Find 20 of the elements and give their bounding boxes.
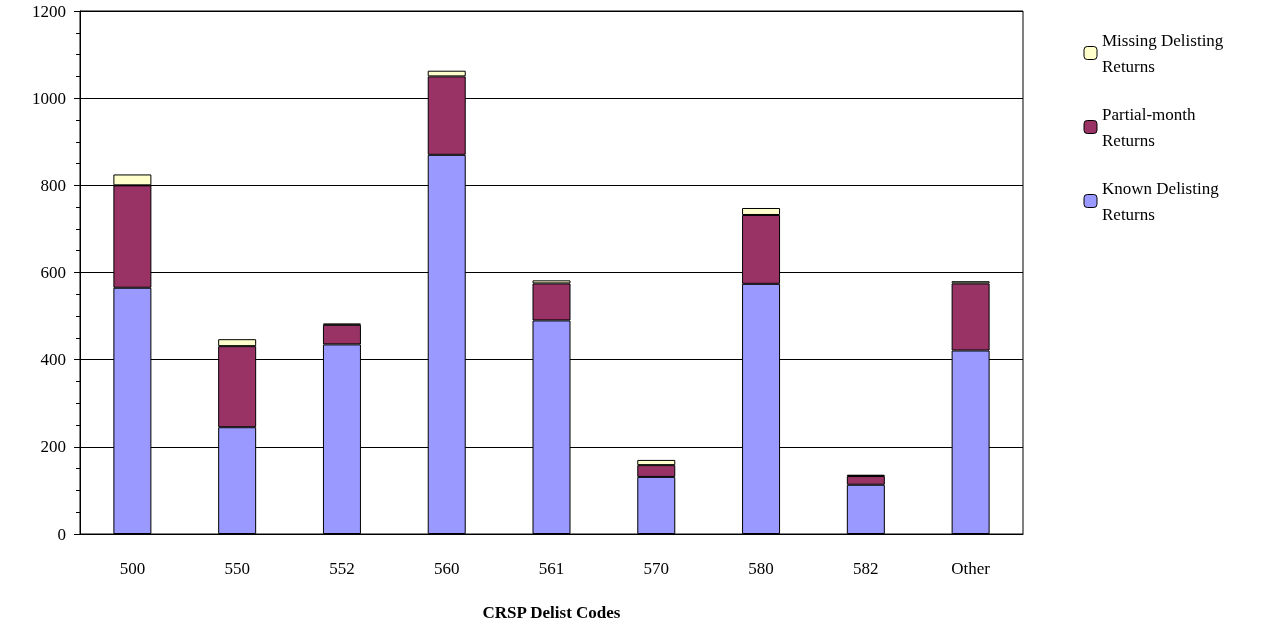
y-tick-label: 1200 [32,1,66,21]
y-tick-label: 600 [40,263,66,282]
x-tick-label: 560 [433,559,460,578]
legend-label: Partial-month Returns [1102,104,1200,150]
y-tick-label: 1000 [32,88,66,108]
y-tick-label: 0 [57,524,66,544]
legend-label: Known Delisting Returns [1102,178,1223,224]
x-tick-label: 500 [119,559,146,578]
x-tick-label: Other [951,559,991,578]
y-tick-label: 200 [40,437,66,457]
x-tick-label: 570 [643,559,670,578]
x-tick-label: 580 [748,559,774,578]
x-tick-label: 550 [224,559,250,578]
x-tick-label: 561 [538,559,565,578]
y-tick-label: 400 [40,350,66,370]
y-tick-label: 800 [40,175,66,195]
legend-label: Missing Delisting Returns [1102,30,1228,76]
x-axis-title: CRSP Delist Codes [482,603,621,622]
x-tick-label: 582 [853,559,879,578]
x-tick-label: 552 [329,559,355,578]
